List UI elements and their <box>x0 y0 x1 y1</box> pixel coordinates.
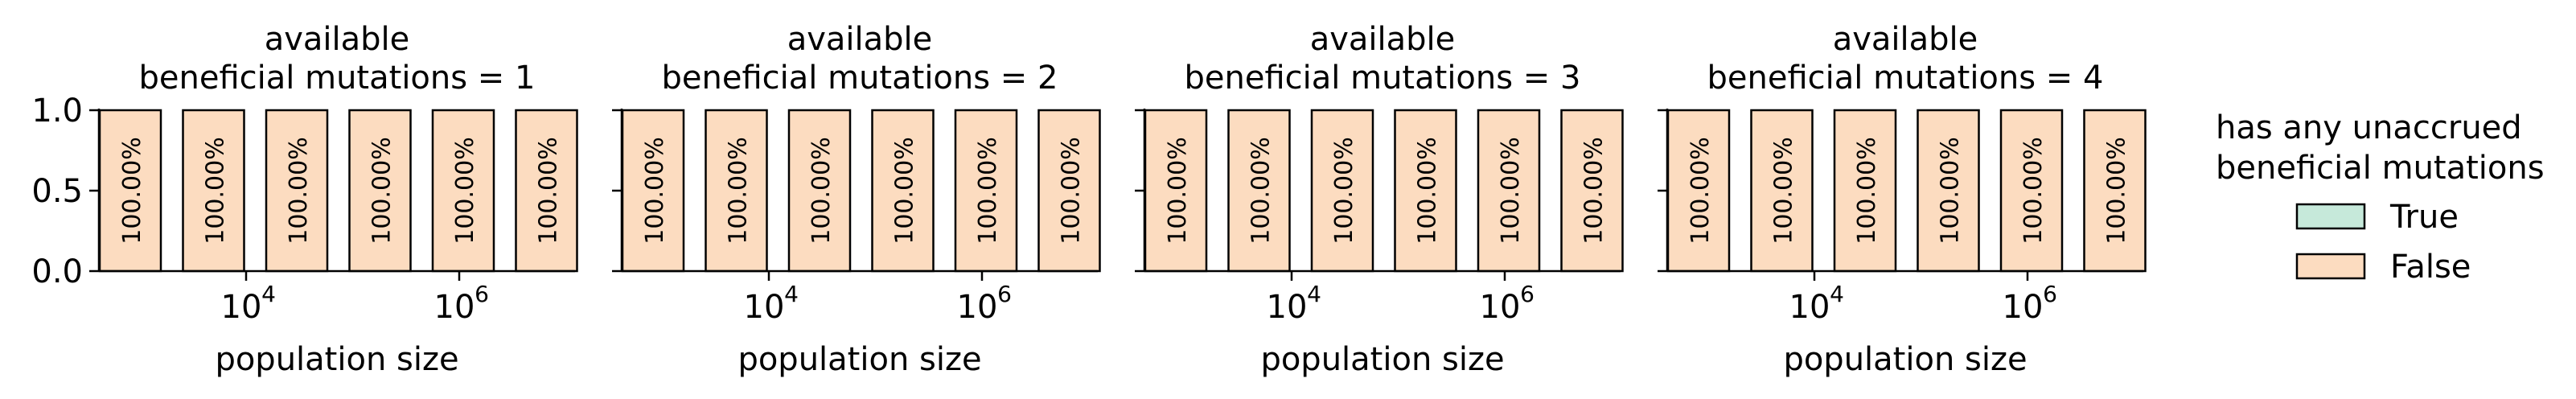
x-tick-label-base: 10 <box>1480 289 1521 326</box>
bar-value-label: 100.00% <box>451 137 479 244</box>
x-tick-label-exponent: 6 <box>2043 281 2057 307</box>
legend-title-line1: has any unaccrued <box>2216 109 2522 146</box>
bar-false <box>2083 109 2147 273</box>
bar-value-label: 100.00% <box>1770 137 1798 244</box>
panel-title-line2: beneficial mutations = 2 <box>662 60 1058 97</box>
legend-item-label: False <box>2390 249 2471 286</box>
panel-title-line1: available <box>1833 21 1978 58</box>
panel-title-line1: available <box>1310 21 1456 58</box>
x-axis-label: population size <box>1260 341 1504 378</box>
x-tick-label-exponent: 4 <box>1830 281 1844 307</box>
bar-false <box>515 109 578 273</box>
bar-value-label: 100.00% <box>118 137 146 244</box>
bar-false <box>348 109 412 273</box>
bar-value-label: 100.00% <box>641 137 669 244</box>
bar-false <box>705 109 768 273</box>
panel-title-line2: beneficial mutations = 3 <box>1185 60 1581 97</box>
x-axis-label: population size <box>215 341 458 378</box>
bar-false <box>98 109 162 273</box>
bar-value-label: 100.00% <box>285 137 313 244</box>
bar-value-label: 100.00% <box>1853 137 1881 244</box>
bar-value-label: 100.00% <box>891 137 919 244</box>
x-axis-label: population size <box>1783 341 2027 378</box>
legend-swatch <box>2295 253 2366 280</box>
y-tick-label: 0.0 <box>31 253 83 290</box>
bar-false <box>1037 109 1101 273</box>
bar-false <box>1917 109 1980 273</box>
x-tick-label-base: 10 <box>744 289 785 326</box>
x-tick-label-base: 10 <box>1789 289 1830 326</box>
x-tick-label-base: 10 <box>2003 289 2044 326</box>
bar-false <box>1310 109 1374 273</box>
bar-value-label: 100.00% <box>1330 137 1358 244</box>
x-tick-label-base: 10 <box>957 289 998 326</box>
x-tick-label-base: 10 <box>1267 289 1308 326</box>
x-tick-label-exponent: 6 <box>475 281 489 307</box>
y-tick-label: 1.0 <box>31 93 83 130</box>
bar-value-label: 100.00% <box>1937 137 1965 244</box>
bar-value-label: 100.00% <box>807 137 836 244</box>
bar-false <box>621 109 685 273</box>
panel-title-line1: available <box>787 21 933 58</box>
legend-title-line2: beneficial mutations <box>2216 150 2545 187</box>
x-tick-label-exponent: 6 <box>1520 281 1535 307</box>
panel-title-line1: available <box>265 21 410 58</box>
bar-false <box>182 109 245 273</box>
bar-value-label: 100.00% <box>1414 137 1442 244</box>
panel-title-line2: beneficial mutations = 4 <box>1707 60 2104 97</box>
x-tick-label-base: 10 <box>434 289 475 326</box>
bar-false <box>871 109 935 273</box>
bar-value-label: 100.00% <box>1058 137 1086 244</box>
bar-false <box>1394 109 1457 273</box>
bar-value-label: 100.00% <box>1497 137 1525 244</box>
x-tick-label-exponent: 4 <box>784 281 799 307</box>
x-tick-label-exponent: 6 <box>997 281 1012 307</box>
legend-swatch <box>2295 203 2366 230</box>
panel-title-line2: beneficial mutations = 1 <box>139 60 536 97</box>
bar-false <box>1750 109 1814 273</box>
x-tick-label-base: 10 <box>221 289 262 326</box>
x-axis-label: population size <box>737 341 981 378</box>
bar-value-label: 100.00% <box>1164 137 1192 244</box>
bar-value-label: 100.00% <box>1687 137 1715 244</box>
bar-value-label: 100.00% <box>2019 137 2048 244</box>
bar-false <box>1999 109 2064 273</box>
bar-value-label: 100.00% <box>1580 137 1608 244</box>
x-tick-label-exponent: 4 <box>261 281 276 307</box>
legend-item-label: True <box>2389 199 2459 236</box>
bar-value-label: 100.00% <box>202 137 230 244</box>
bar-value-label: 100.00% <box>2103 137 2131 244</box>
bar-value-label: 100.00% <box>1247 137 1276 244</box>
y-tick-label: 0.5 <box>31 173 83 210</box>
x-tick-label-exponent: 4 <box>1307 281 1321 307</box>
bar-value-label: 100.00% <box>725 137 753 244</box>
bar-false <box>954 109 1018 273</box>
bar-value-label: 100.00% <box>535 137 563 244</box>
bar-value-label: 100.00% <box>974 137 1002 244</box>
bar-value-label: 100.00% <box>368 137 396 244</box>
